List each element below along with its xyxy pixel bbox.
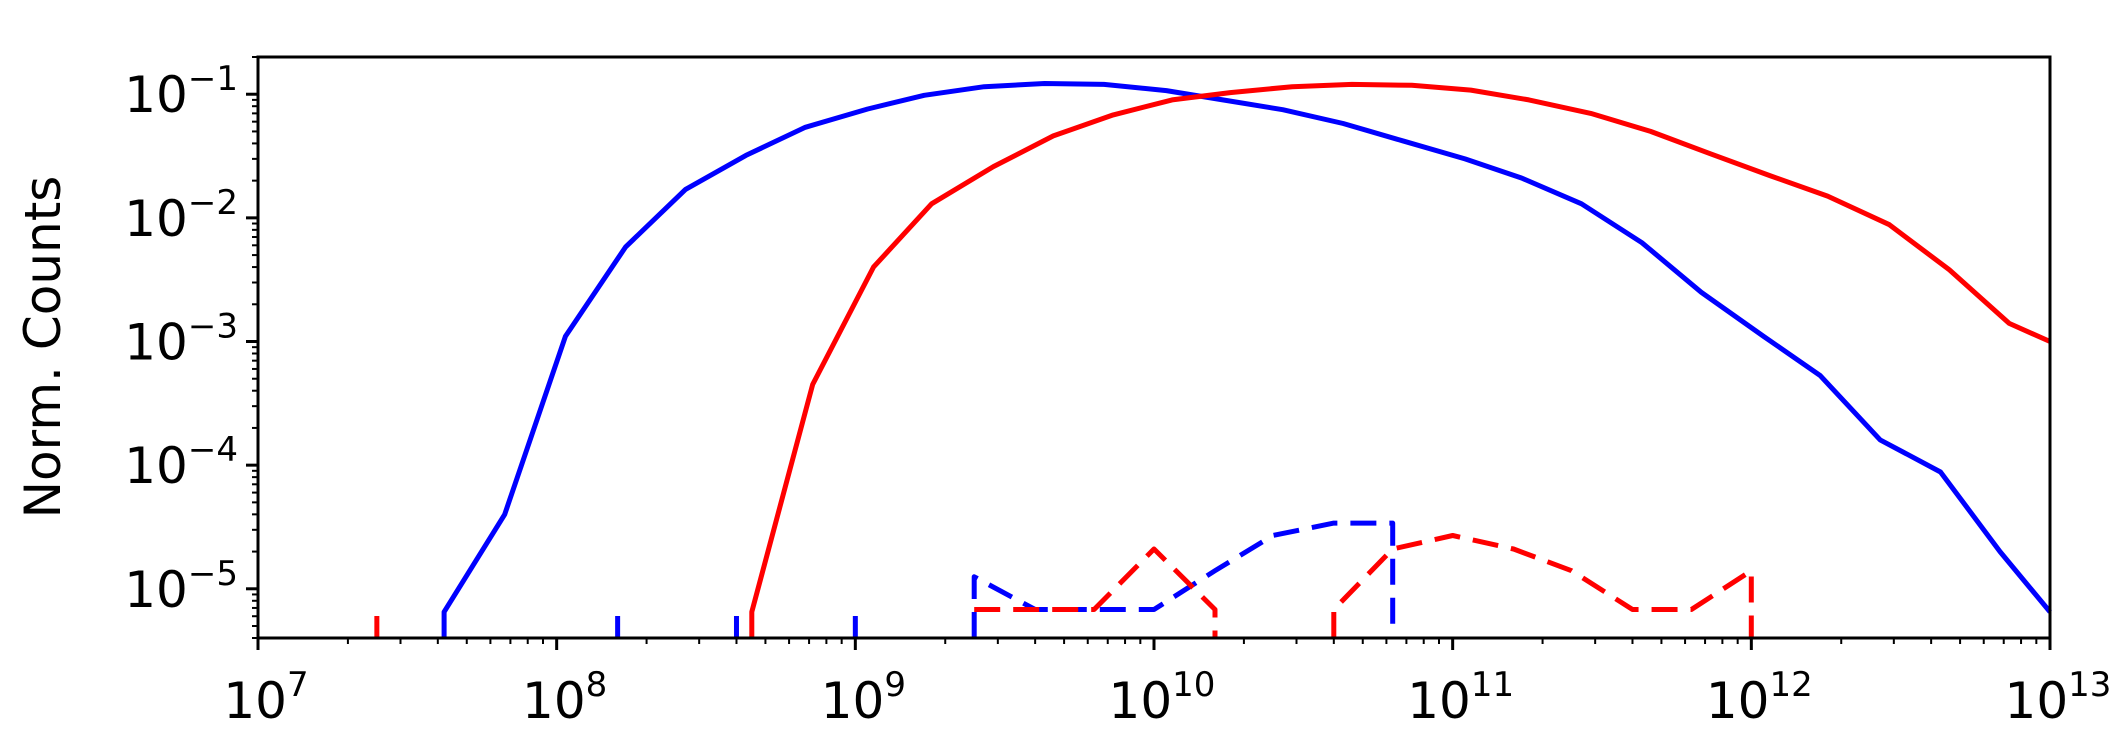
rug-layer: [374, 616, 858, 638]
x-tick-label-2: 109: [821, 665, 906, 730]
x-tick-label-4: 1011: [1407, 665, 1514, 730]
y-axis-label: Norm. Counts: [14, 176, 72, 519]
y-tick-label-0: 10−5: [124, 554, 238, 619]
axis-layer: 107 108 109 1010 1011 1012 1013 10−5 10−4 10−3 10−…: [124, 56, 2112, 730]
dashed-series-line-4: [1331, 533, 1754, 638]
y-tick-label-1: 10−4: [124, 430, 238, 495]
dashed-series-line-2: [971, 520, 1396, 638]
series-line-0: [441, 81, 2052, 638]
x-tick-label-0: 107: [223, 665, 308, 730]
x-tick-label-3: 1010: [1109, 665, 1216, 730]
y-tick-label-2: 10−3: [124, 307, 238, 372]
y-tick-label-3: 10−2: [124, 183, 238, 248]
series-layer: [441, 81, 2052, 638]
dashed-series-line-3: [974, 546, 1218, 638]
series-line-1: [749, 81, 2052, 638]
x-tick-label-6: 1013: [2005, 665, 2112, 730]
x-tick-label-5: 1012: [1706, 665, 1813, 730]
y-tick-label-4: 10−1: [124, 59, 238, 124]
x-tick-label-1: 108: [522, 665, 607, 730]
